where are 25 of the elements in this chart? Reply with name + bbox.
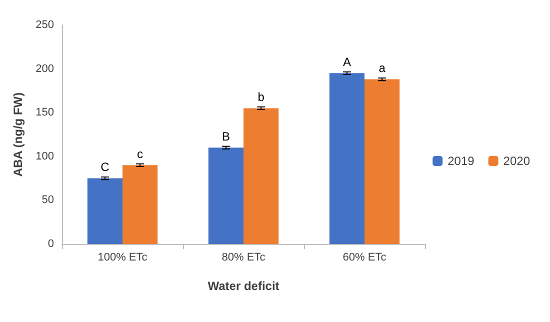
x-tick-label: 100% ETc (98, 252, 148, 264)
y-tick-label: 0 (48, 238, 54, 250)
legend-label: 2019 (448, 154, 475, 168)
bar (244, 108, 279, 244)
annotation: C (100, 160, 110, 174)
annotation: c (137, 146, 144, 161)
bar (122, 165, 158, 244)
bar (364, 79, 400, 244)
y-tick-label: 50 (42, 194, 54, 206)
legend-label: 2020 (503, 154, 530, 168)
annotation: B (222, 129, 230, 144)
y-tick-label: 250 (36, 19, 54, 31)
bar (208, 148, 244, 244)
bar (329, 73, 364, 244)
annotation: b (258, 90, 265, 104)
x-tick-label: 60% ETc (342, 252, 387, 264)
y-axis-title: ABA (ng/g FW) (11, 92, 25, 177)
bar (87, 178, 122, 244)
annotation: a (378, 61, 386, 75)
y-tick-label: 150 (36, 106, 54, 119)
y-tick-label: 200 (36, 62, 54, 75)
annotation: A (342, 54, 351, 69)
y-tick-label: 100 (36, 150, 54, 162)
x-axis-title: Water deficit (208, 279, 280, 293)
x-tick-label: 80% ETc (222, 252, 266, 264)
